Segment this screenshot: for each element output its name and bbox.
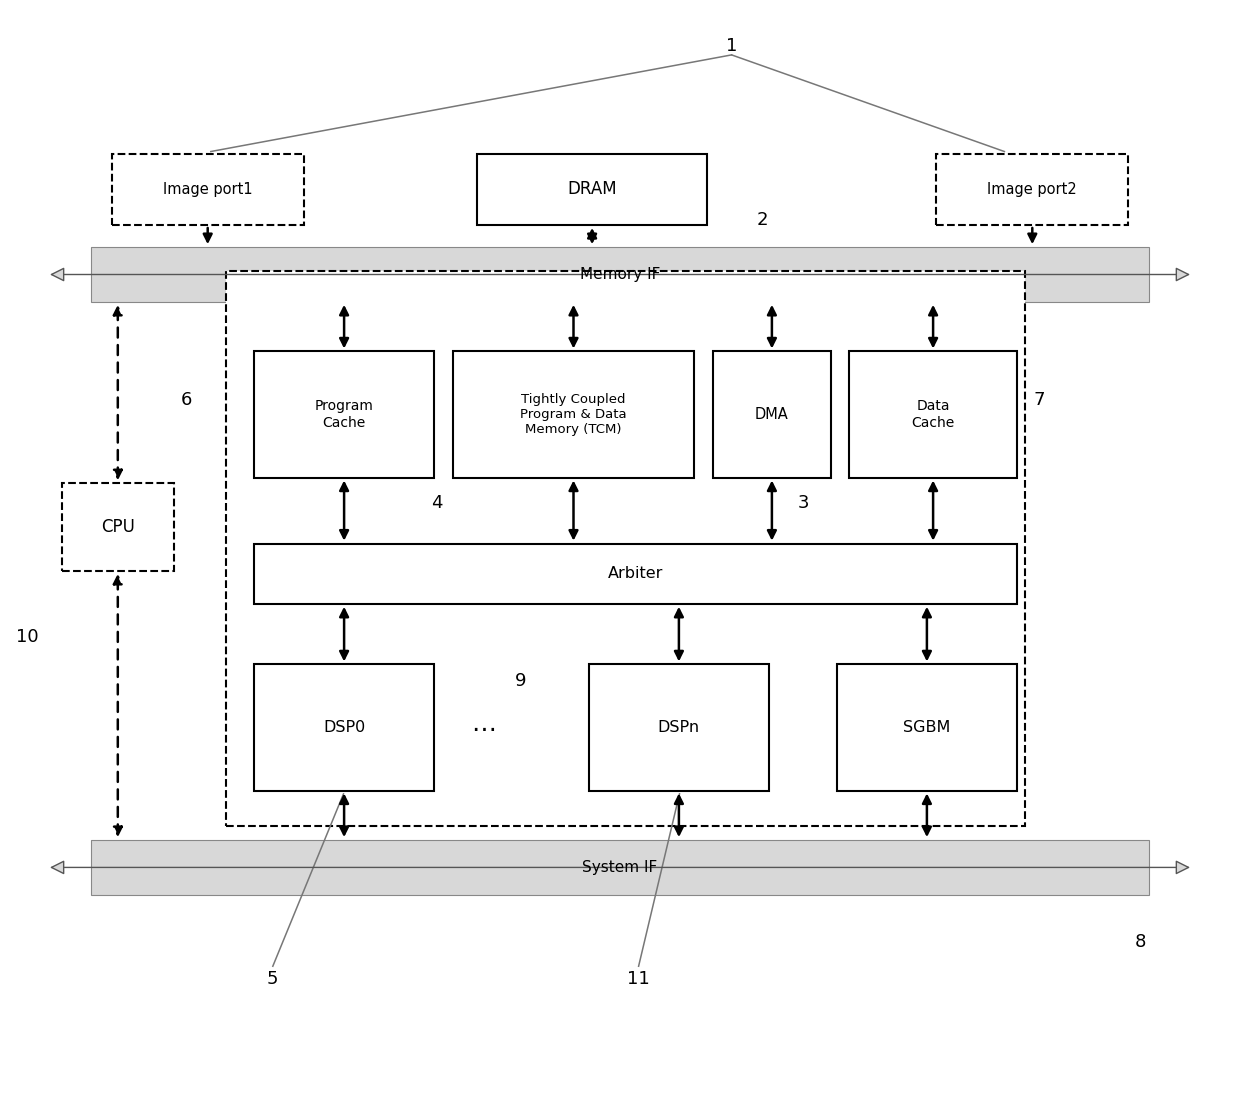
Text: Image port1: Image port1 [162, 182, 253, 197]
Bar [226, 271, 1025, 826]
Text: DMA: DMA [755, 407, 789, 422]
Text: DSP0: DSP0 [322, 720, 366, 735]
Text: Memory IF: Memory IF [580, 267, 660, 282]
Bar [936, 154, 1128, 225]
Text: 8: 8 [1135, 933, 1147, 951]
Text: Image port2: Image port2 [987, 182, 1078, 197]
Text: Program
Cache: Program Cache [315, 400, 373, 429]
Bar [91, 247, 1149, 302]
Bar [91, 247, 1149, 302]
Text: 6: 6 [180, 391, 192, 408]
Text: 4: 4 [430, 494, 443, 512]
Bar [91, 840, 1149, 895]
Text: CPU: CPU [100, 518, 135, 536]
Text: System IF: System IF [583, 860, 657, 875]
Text: DSPn: DSPn [658, 720, 699, 735]
Bar [254, 351, 434, 478]
Text: Arbiter: Arbiter [608, 567, 663, 581]
Bar [112, 154, 304, 225]
Text: Tightly Coupled
Program & Data
Memory (TCM): Tightly Coupled Program & Data Memory (T… [521, 393, 626, 436]
Text: 7: 7 [1033, 391, 1045, 408]
Bar [91, 840, 1149, 895]
Bar [62, 483, 174, 571]
Text: SGBM: SGBM [903, 720, 951, 735]
Text: 11: 11 [627, 971, 650, 988]
Text: DRAM: DRAM [567, 180, 618, 199]
Bar [477, 154, 707, 225]
Bar [254, 544, 1017, 604]
Text: ⋯: ⋯ [471, 718, 496, 742]
Bar [837, 664, 1017, 791]
Bar [453, 351, 694, 478]
Text: 10: 10 [16, 628, 38, 646]
Text: 2: 2 [756, 211, 769, 228]
Bar [713, 351, 831, 478]
Bar [589, 664, 769, 791]
Text: 5: 5 [267, 971, 279, 988]
Bar [254, 664, 434, 791]
Text: Data
Cache: Data Cache [911, 400, 955, 429]
Text: 9: 9 [515, 672, 527, 690]
Text: 3: 3 [797, 494, 810, 512]
Bar [849, 351, 1017, 478]
Text: 1: 1 [725, 37, 738, 55]
